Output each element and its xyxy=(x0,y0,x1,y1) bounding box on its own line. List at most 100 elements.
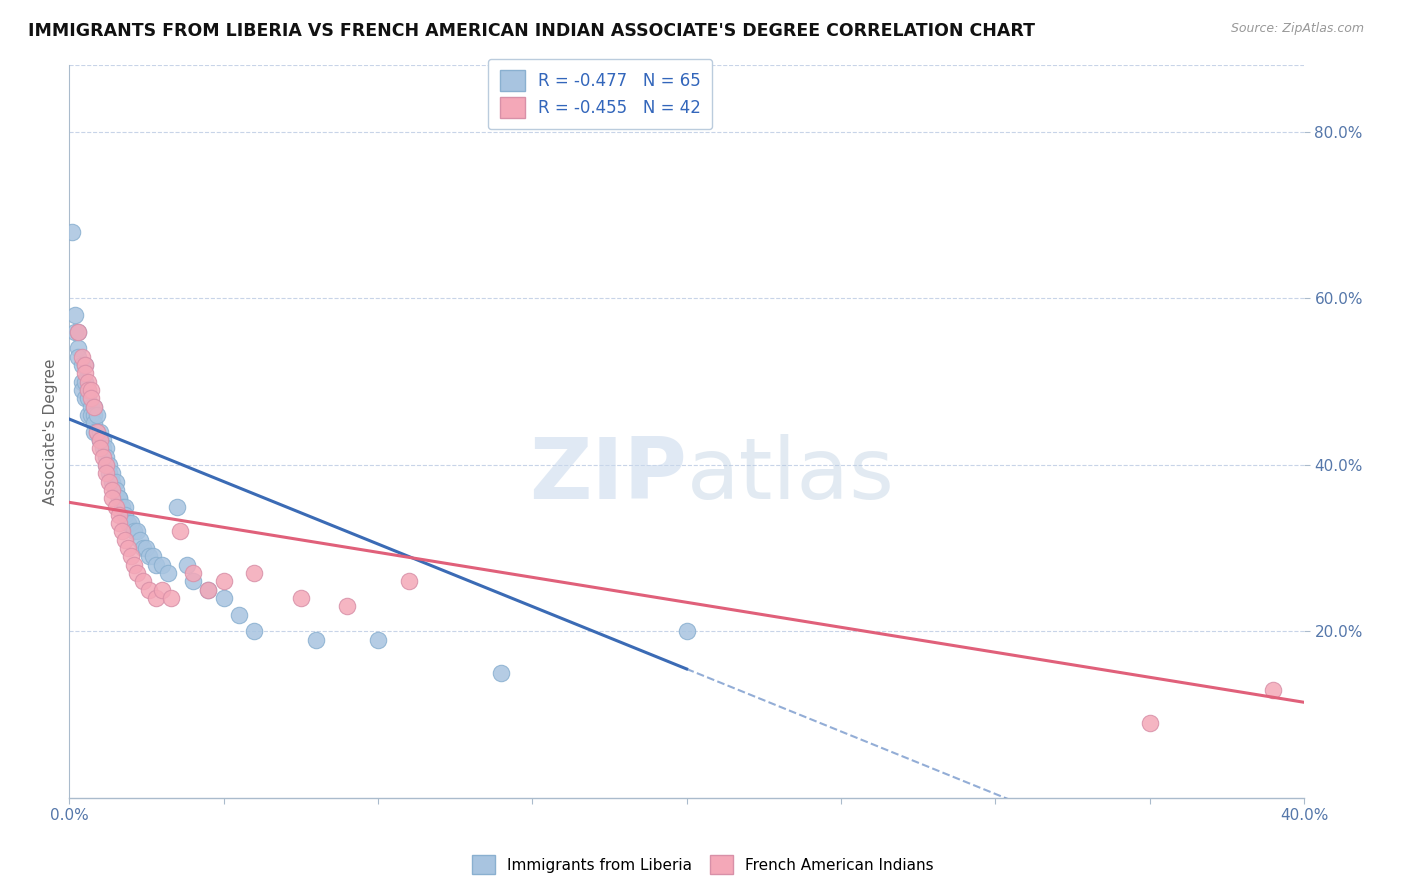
Point xyxy=(675,624,697,639)
Point xyxy=(73,375,96,389)
Point xyxy=(132,541,155,556)
Point xyxy=(398,574,420,589)
Point xyxy=(104,475,127,489)
Point xyxy=(101,491,124,505)
Point xyxy=(86,425,108,439)
Point xyxy=(107,491,129,505)
Point xyxy=(80,383,103,397)
Point xyxy=(243,566,266,581)
Point xyxy=(120,516,142,531)
Point xyxy=(107,516,129,531)
Point xyxy=(197,582,219,597)
Point xyxy=(181,574,204,589)
Point xyxy=(73,391,96,405)
Point xyxy=(117,541,139,556)
Point xyxy=(127,524,149,539)
Point xyxy=(212,574,235,589)
Point xyxy=(67,325,90,339)
Point xyxy=(70,375,93,389)
Point xyxy=(65,308,87,322)
Point xyxy=(96,458,118,472)
Point xyxy=(80,408,103,422)
Point xyxy=(70,358,93,372)
Point xyxy=(89,433,111,447)
Point xyxy=(166,500,188,514)
Point xyxy=(96,450,118,464)
Point xyxy=(101,475,124,489)
Point xyxy=(114,500,136,514)
Point xyxy=(111,500,134,514)
Point xyxy=(96,466,118,480)
Point xyxy=(107,508,129,522)
Point xyxy=(129,533,152,547)
Legend: R = -0.477   N = 65, R = -0.455   N = 42: R = -0.477 N = 65, R = -0.455 N = 42 xyxy=(488,59,713,129)
Point xyxy=(101,483,124,497)
Point xyxy=(243,624,266,639)
Point xyxy=(1261,682,1284,697)
Point xyxy=(212,591,235,606)
Point xyxy=(76,391,98,405)
Point xyxy=(80,400,103,414)
Point xyxy=(89,441,111,455)
Point xyxy=(135,541,157,556)
Point xyxy=(76,383,98,397)
Point xyxy=(83,408,105,422)
Point xyxy=(145,591,167,606)
Point xyxy=(96,441,118,455)
Y-axis label: Associate's Degree: Associate's Degree xyxy=(44,359,58,505)
Point xyxy=(169,524,191,539)
Point xyxy=(86,408,108,422)
Point xyxy=(114,533,136,547)
Point xyxy=(83,416,105,430)
Point xyxy=(76,375,98,389)
Point xyxy=(150,582,173,597)
Point xyxy=(107,491,129,505)
Point xyxy=(67,350,90,364)
Point xyxy=(91,450,114,464)
Point xyxy=(104,500,127,514)
Point xyxy=(91,433,114,447)
Point xyxy=(132,574,155,589)
Point xyxy=(104,483,127,497)
Point xyxy=(181,566,204,581)
Point xyxy=(80,391,103,405)
Point xyxy=(89,425,111,439)
Point xyxy=(290,591,312,606)
Legend: Immigrants from Liberia, French American Indians: Immigrants from Liberia, French American… xyxy=(465,849,941,880)
Point xyxy=(101,466,124,480)
Point xyxy=(228,607,250,622)
Point xyxy=(91,441,114,455)
Point xyxy=(491,666,513,681)
Point xyxy=(367,632,389,647)
Point xyxy=(89,433,111,447)
Text: Source: ZipAtlas.com: Source: ZipAtlas.com xyxy=(1230,22,1364,36)
Point xyxy=(65,325,87,339)
Point xyxy=(86,425,108,439)
Point xyxy=(60,225,83,239)
Point xyxy=(83,400,105,414)
Point xyxy=(98,458,121,472)
Point xyxy=(98,475,121,489)
Point xyxy=(138,582,160,597)
Point xyxy=(111,524,134,539)
Point xyxy=(305,632,328,647)
Point xyxy=(89,433,111,447)
Point xyxy=(150,558,173,572)
Point xyxy=(73,358,96,372)
Point xyxy=(98,466,121,480)
Point xyxy=(1139,716,1161,731)
Point xyxy=(73,358,96,372)
Point xyxy=(156,566,179,581)
Point xyxy=(336,599,359,614)
Point xyxy=(197,582,219,597)
Point xyxy=(83,400,105,414)
Point xyxy=(76,408,98,422)
Text: atlas: atlas xyxy=(686,434,894,517)
Point xyxy=(70,383,93,397)
Point xyxy=(120,549,142,564)
Point xyxy=(67,325,90,339)
Point xyxy=(127,566,149,581)
Text: ZIP: ZIP xyxy=(529,434,686,517)
Point xyxy=(122,524,145,539)
Point xyxy=(67,341,90,355)
